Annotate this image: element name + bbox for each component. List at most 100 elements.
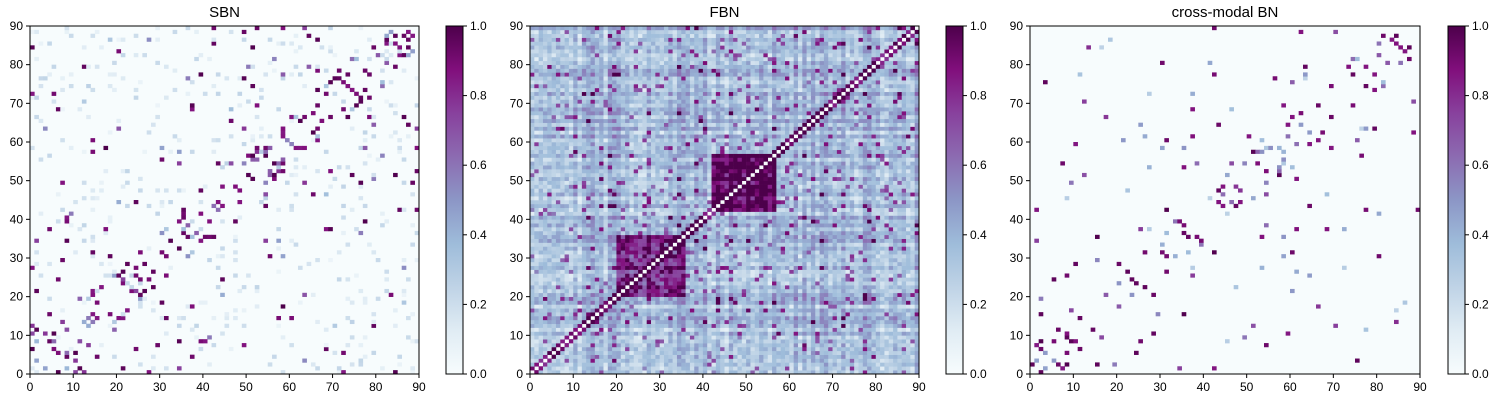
heatmap-cell — [897, 246, 903, 251]
heatmap-cell — [832, 246, 838, 251]
heatmap-cell — [789, 246, 794, 251]
heatmap-cell — [341, 203, 346, 209]
heatmap-cell — [336, 366, 342, 371]
heatmap-cell — [862, 238, 868, 243]
heatmap-cell — [767, 261, 773, 267]
heatmap-cell — [315, 366, 320, 371]
heatmap-cell — [668, 288, 673, 294]
heatmap-cell — [759, 358, 764, 363]
heatmap-cell — [815, 343, 820, 348]
heatmap-cell — [86, 64, 91, 69]
heatmap-cell — [672, 203, 678, 209]
heatmap-cell — [586, 358, 591, 363]
heatmap-cell — [555, 196, 561, 201]
heatmap-cell — [737, 265, 743, 270]
heatmap-cell — [780, 207, 786, 212]
heatmap-cell — [741, 362, 747, 367]
heatmap-cell — [168, 149, 173, 154]
heatmap-cell — [810, 207, 816, 212]
heatmap-cell — [789, 350, 794, 355]
heatmap-cell — [573, 242, 578, 247]
heatmap-cell — [564, 343, 570, 348]
heatmap-cell — [64, 219, 70, 224]
heatmap-cell — [581, 335, 587, 340]
heatmap-cell — [836, 346, 842, 352]
heatmap-cell — [746, 219, 751, 224]
heatmap-cell — [728, 335, 734, 340]
heatmap-cell — [819, 223, 825, 228]
heatmap-cell — [906, 370, 911, 375]
heatmap-cell — [776, 354, 781, 359]
heatmap-cell — [767, 292, 773, 297]
heatmap-cell — [858, 254, 864, 259]
heatmap-cell — [538, 370, 544, 375]
heatmap-cell — [858, 327, 864, 332]
heatmap-cell — [646, 196, 652, 201]
heatmap-cell — [547, 273, 552, 278]
heatmap-cell — [767, 250, 773, 255]
heatmap-cell — [763, 192, 769, 197]
heatmap-cell — [914, 296, 920, 301]
heatmap-cell — [81, 99, 87, 104]
heatmap-cell — [681, 230, 686, 236]
heatmap-cell — [741, 300, 747, 305]
heatmap-cell — [707, 339, 712, 344]
heatmap-cell — [616, 258, 622, 263]
heatmap-cell — [672, 234, 678, 239]
heatmap-cell — [737, 354, 743, 359]
heatmap-cell — [633, 230, 639, 236]
heatmap-cell — [737, 215, 743, 220]
heatmap-cell — [741, 292, 747, 297]
heatmap-cell — [185, 234, 191, 239]
heatmap-cell — [90, 238, 96, 243]
heatmap-cell — [728, 296, 734, 301]
heatmap-cell — [910, 215, 915, 220]
heatmap-cell — [564, 370, 570, 375]
y-tick-label: 80 — [10, 58, 24, 72]
heatmap-cell — [555, 234, 561, 239]
heatmap-cell — [746, 211, 751, 216]
heatmap-cell — [581, 230, 587, 236]
heatmap-cell — [914, 316, 920, 321]
heatmap-cell — [616, 331, 622, 336]
heatmap-cell — [702, 362, 708, 367]
heatmap-cell — [897, 250, 903, 255]
heatmap-cell — [741, 354, 747, 359]
heatmap-cell — [328, 258, 333, 263]
heatmap-cell — [789, 215, 794, 220]
heatmap-cell — [720, 196, 725, 201]
heatmap-cell — [754, 288, 760, 294]
heatmap-cell — [914, 258, 920, 263]
heatmap-cell — [607, 207, 613, 212]
heatmap-cell — [612, 335, 617, 340]
heatmap-cell — [875, 370, 881, 375]
heatmap-cell — [854, 246, 859, 251]
heatmap-cell — [707, 292, 712, 297]
heatmap-cell — [599, 227, 604, 232]
heatmap-cell — [906, 215, 911, 220]
heatmap-cell — [759, 258, 764, 263]
heatmap-cell — [893, 277, 898, 282]
heatmap-cell — [564, 223, 570, 228]
heatmap-cell — [737, 288, 743, 294]
heatmap-cell — [746, 203, 751, 209]
heatmap-cell — [707, 196, 712, 201]
heatmap-cell — [819, 200, 825, 205]
heatmap-cell — [849, 281, 855, 286]
heatmap-cell — [836, 254, 842, 259]
heatmap-cell — [862, 285, 868, 290]
heatmap-cell — [707, 323, 712, 328]
heatmap-cell — [646, 304, 652, 309]
heatmap-cell — [802, 261, 807, 267]
heatmap-cell — [828, 354, 833, 359]
heatmap-cell — [530, 215, 535, 220]
heatmap-cell — [107, 130, 113, 135]
heatmap-cell — [586, 269, 591, 274]
heatmap-cell — [538, 242, 544, 247]
heatmap-cell — [828, 203, 833, 209]
heatmap-cell — [651, 362, 656, 367]
heatmap-cell — [564, 358, 570, 363]
heatmap-cell — [711, 230, 717, 236]
heatmap-cell — [289, 203, 294, 209]
heatmap-cell — [573, 261, 578, 267]
